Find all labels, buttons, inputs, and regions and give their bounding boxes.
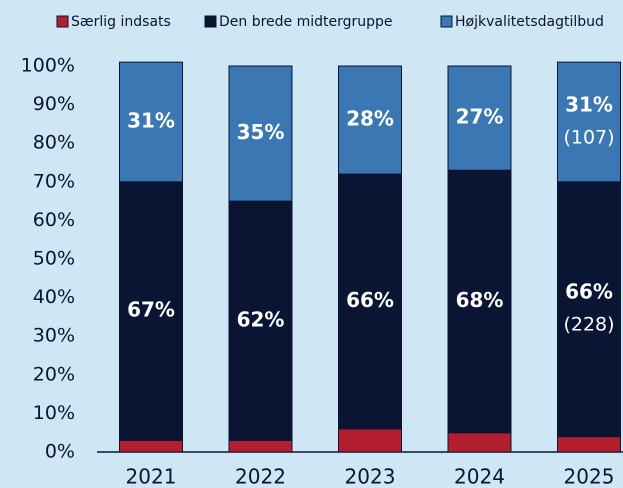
y-tick-label: 50%: [33, 248, 75, 270]
value-label: 27%: [456, 105, 504, 129]
value-label: 31%: [127, 108, 175, 132]
bar-segment: [557, 181, 621, 438]
value-label: 28%: [346, 107, 394, 131]
x-tick-label: 2023: [345, 465, 396, 488]
y-tick-label: 60%: [33, 209, 75, 231]
bar-segment: [338, 428, 402, 453]
bar-segment: [228, 65, 293, 202]
value-label: 66%: [346, 288, 394, 312]
legend-label: Den brede midtergruppe: [219, 14, 393, 30]
value-label: 35%: [237, 120, 285, 144]
bar-segment: [119, 181, 183, 441]
bar-segment: [228, 439, 293, 453]
bar-segment: [557, 61, 621, 183]
y-tick-label: 70%: [33, 170, 75, 192]
y-tick-label: 20%: [33, 363, 75, 385]
legend-swatch: [440, 15, 453, 28]
bar-segment: [447, 65, 512, 171]
y-tick-label: 80%: [33, 132, 75, 154]
y-tick-label: 0%: [45, 441, 75, 463]
bar-segment: [338, 173, 402, 430]
x-tick-label: 2021: [126, 465, 177, 488]
x-tick-label: 2022: [235, 465, 286, 488]
y-tick-label: 30%: [33, 325, 75, 347]
y-tick-label: 40%: [33, 286, 75, 308]
bar-segment: [119, 439, 183, 453]
bar-segment: [338, 65, 402, 175]
bar-segment: [557, 436, 621, 453]
y-tick-label: 90%: [33, 93, 75, 115]
x-tick-label: 2025: [564, 465, 615, 488]
bar-segment: [447, 169, 512, 434]
value-label: 67%: [127, 298, 175, 322]
legend-swatch: [204, 15, 217, 28]
bar-segment: [228, 200, 293, 441]
value-label: 62%: [237, 307, 285, 331]
count-label: (228): [563, 314, 614, 336]
count-label: (107): [563, 126, 614, 148]
bar-segment: [119, 61, 183, 183]
bar-segment: [447, 432, 512, 453]
value-label: 68%: [456, 288, 504, 312]
legend-label: Særlig indsats: [71, 14, 171, 30]
x-tick-label: 2024: [454, 465, 505, 488]
legend-label: Højkvalitetsdagtilbud: [455, 14, 604, 30]
y-tick-label: 100%: [21, 55, 75, 77]
value-label: 31%: [565, 92, 613, 116]
y-tick-label: 10%: [33, 402, 75, 424]
value-label: 66%: [565, 280, 613, 304]
legend-swatch: [56, 15, 69, 28]
